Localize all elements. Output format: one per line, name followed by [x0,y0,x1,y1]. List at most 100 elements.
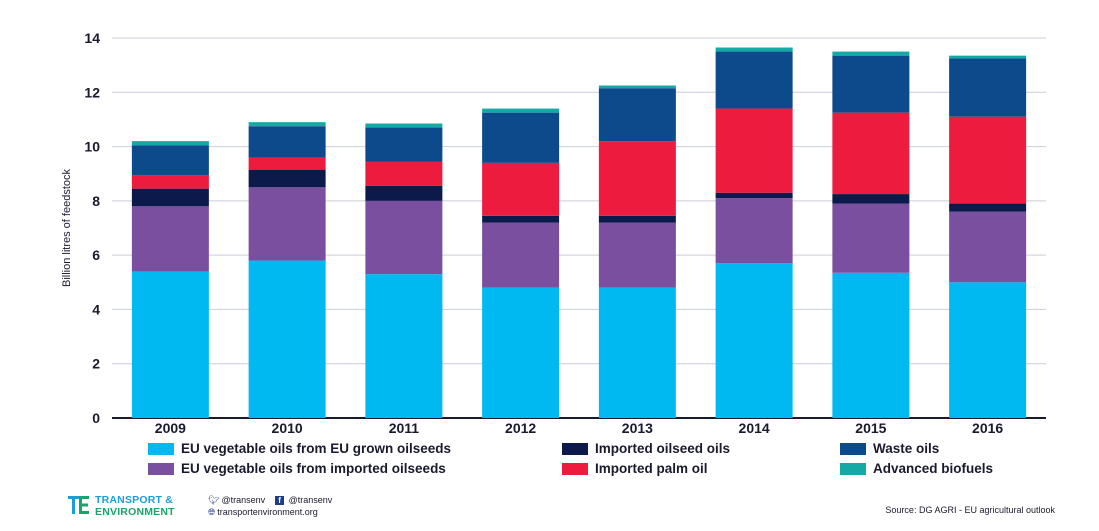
bar-segment [832,203,910,273]
social-links: 🐦︎ @transenv f @transenv 🌐︎ transportenvir… [208,494,332,518]
bar-segment [832,55,910,113]
bar-segment [715,47,793,52]
x-tick-label: 2016 [972,420,1003,436]
logo-line-1: TRANSPORT & [95,494,174,506]
x-tick-label: 2014 [739,420,770,436]
bar-segment [482,112,560,163]
facebook-text: @transenv [288,495,333,505]
bar-segment [715,263,793,418]
website-text: transportenvironment.org [217,507,318,517]
bar-segment [482,108,560,113]
legend-item-imported-palm-oil: Imported palm oil [562,461,708,476]
bar-segment [248,187,326,261]
legend-label: Imported oilseed oils [595,441,731,456]
logo-line-2: ENVIRONMENT [95,506,175,518]
bar-stack-2013 [598,85,676,418]
bar-segment [598,88,676,142]
bar-segment [715,192,793,199]
legend-label: Waste oils [873,441,940,456]
bar-segment [949,211,1027,283]
bar-segment [365,185,443,201]
bar-segment [248,169,326,188]
bar-segment [131,141,209,146]
bar-segment [365,123,443,128]
bar-stack-2014 [715,47,793,418]
legend-item-advanced-biofuels: Advanced biofuels [840,461,993,476]
y-tick-label: 4 [92,301,100,317]
bar-segment [949,58,1027,117]
x-tick-label: 2011 [389,420,420,436]
x-tick-label: 2015 [855,420,886,436]
legend-swatch [840,442,866,455]
y-tick-label: 14 [84,30,100,46]
x-axis-ticks: 2009 2010 2011 2012 2013 2014 2015 2016 [155,420,1004,436]
y-tick-label: 6 [92,247,100,263]
facebook-icon: f [275,496,285,505]
bar-segment [832,112,910,195]
bar-segment [248,126,326,158]
website-link[interactable]: 🌐︎ transportenvironment.org [208,506,318,518]
y-tick-label: 12 [84,84,100,100]
bar-segment [482,287,560,418]
bars [131,47,1027,418]
y-tick-label: 2 [92,356,100,372]
legend-label: EU vegetable oils from EU grown oilseeds [181,441,452,456]
bar-segment [365,274,443,418]
legend-swatch [148,442,174,455]
x-tick-label: 2010 [272,420,303,436]
stacked-bar-chart: 0 2 4 6 8 10 12 14 2009 2010 2011 2012 2013 2014 2015… [61,30,1046,436]
globe-icon: 🌐︎ [208,507,216,517]
bar-segment [598,222,676,288]
bar-stack-2015 [832,51,910,418]
legend-item-eu-imported-oilseeds: EU vegetable oils from imported oilseeds [148,461,446,476]
bar-segment [131,271,209,418]
bar-stack-2011 [365,123,443,418]
twitter-icon: 🐦︎ [208,495,220,505]
bar-segment [248,122,326,127]
legend-item-imported-oilseed-oils: Imported oilseed oils [562,441,730,456]
source-note: Source: DG AGRI - EU agricultural outloo… [885,505,1055,515]
legend-item-waste-oils: Waste oils [840,441,939,456]
twitter-handle[interactable]: 🐦︎ @transenv [208,494,265,506]
legend-label: Advanced biofuels [873,461,994,476]
bar-segment [365,200,443,275]
bar-stack-2009 [131,141,209,418]
bar-segment [131,206,209,272]
legend-swatch [562,442,588,455]
bar-segment [715,108,793,193]
bar-segment [248,260,326,418]
bar-segment [949,116,1027,204]
bar-segment [482,215,560,223]
x-tick-label: 2013 [622,420,653,436]
bar-segment [949,55,1027,59]
legend-label: Imported palm oil [595,461,708,476]
bar-segment [248,157,326,170]
logo-text: TRANSPORT & ENVIRONMENT [95,494,175,518]
bar-segment [598,287,676,418]
bar-segment [482,162,560,216]
y-tick-label: 0 [92,410,100,426]
bar-segment [598,141,676,216]
y-axis-label: Billion litres of feedstock [61,169,73,287]
bar-stack-2016 [949,55,1027,418]
legend-label: EU vegetable oils from imported oilseeds [181,461,446,476]
legend-swatch [840,462,866,475]
bar-segment [598,215,676,223]
bar-segment [131,175,209,189]
bar-segment [365,161,443,186]
bar-segment [131,145,209,176]
te-logo-icon [68,496,89,514]
x-tick-label: 2012 [505,420,536,436]
bar-segment [949,203,1027,212]
y-axis-ticks: 0 2 4 6 8 10 12 14 [84,30,100,426]
bar-segment [365,127,443,162]
facebook-handle[interactable]: f @transenv [275,494,332,506]
bar-stack-2010 [248,122,326,418]
bar-segment [832,272,910,418]
bar-segment [832,194,910,204]
legend-swatch [562,462,588,475]
bar-segment [715,198,793,264]
bar-segment [832,51,910,56]
y-tick-label: 8 [92,193,100,209]
bar-segment [598,85,676,89]
